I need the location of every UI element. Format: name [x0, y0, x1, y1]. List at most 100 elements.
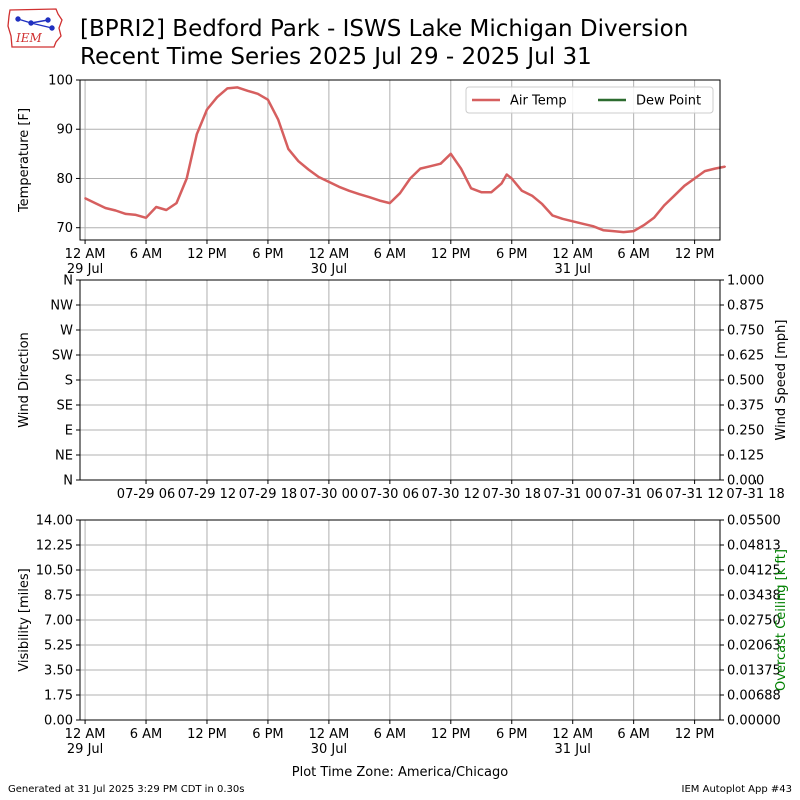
- x-tick-label: 07-29 18: [239, 487, 297, 502]
- y-right-tick-label: 0.875: [727, 299, 764, 314]
- y-tick-label: E: [65, 424, 73, 439]
- data-point: [368, 196, 371, 199]
- x-tick-label: 12 PM: [187, 247, 227, 262]
- y-tick-label: N: [63, 474, 73, 489]
- data-point: [663, 204, 665, 207]
- y-tick-label: SW: [52, 349, 73, 364]
- data-point: [114, 209, 117, 212]
- data-point: [632, 230, 635, 233]
- y-tick-label: NW: [50, 299, 73, 314]
- data-point: [338, 185, 340, 188]
- data-point: [145, 216, 147, 219]
- y-right-tick-label: 0.05500: [727, 514, 781, 529]
- data-point: [622, 231, 625, 234]
- data-point: [592, 225, 594, 228]
- data-point: [206, 108, 208, 111]
- data-point: [500, 182, 503, 185]
- data-point: [449, 152, 452, 155]
- y-tick-label: 14.00: [36, 514, 73, 529]
- data-point: [582, 222, 584, 225]
- y-axis-label: Wind Direction: [17, 332, 32, 428]
- data-point: [571, 220, 574, 223]
- data-point: [642, 224, 645, 227]
- x-tick-label: 12 PM: [187, 727, 227, 742]
- x-tick-label: 12 AM: [552, 727, 593, 742]
- x-tick-label: 12 AM: [65, 247, 106, 262]
- y-tick-label: 3.50: [44, 664, 73, 679]
- data-point: [195, 133, 198, 136]
- y-tick-label: 12.25: [36, 539, 73, 554]
- iowa-outline-icon: [7, 8, 63, 48]
- data-point: [429, 165, 432, 168]
- data-point: [439, 162, 442, 165]
- y-tick-label: 7.00: [44, 614, 73, 629]
- y-right-tick-label: 0.00688: [727, 689, 781, 704]
- x-tick-label: 07-30 18: [483, 487, 541, 502]
- data-point: [155, 206, 158, 208]
- data-point: [703, 170, 706, 173]
- data-point: [185, 177, 188, 180]
- data-point: [521, 189, 523, 192]
- data-point: [602, 229, 605, 232]
- x-tick-label: 6 AM: [374, 247, 407, 262]
- data-point: [673, 194, 676, 197]
- x-tick-date-label: 29 Jul: [67, 742, 103, 757]
- generated-note: Generated at 31 Jul 2025 3:29 PM CDT in …: [8, 784, 245, 795]
- y-tick-label: S: [65, 374, 73, 389]
- data-point: [287, 148, 290, 150]
- y-tick-label: 0.00: [44, 714, 73, 729]
- y-right-axis-label: Overcast Ceiling [k ft]: [774, 549, 789, 691]
- y-tick-label: 10.50: [36, 564, 73, 579]
- data-point: [135, 214, 137, 216]
- data-point: [317, 176, 320, 178]
- data-point: [714, 167, 716, 170]
- x-tick-label: 07-30 06: [361, 487, 419, 502]
- data-point: [348, 189, 351, 192]
- y-right-tick-label: 0.000: [727, 474, 764, 489]
- x-tick-label: 07-29 06: [117, 487, 175, 502]
- data-point: [409, 177, 412, 180]
- iem-logo: IEM: [7, 8, 63, 48]
- data-point: [388, 202, 391, 205]
- data-point: [561, 217, 564, 220]
- data-point: [470, 187, 472, 190]
- x-tick-date-label: 31 Jul: [555, 262, 591, 277]
- y-tick-label: N: [63, 274, 73, 289]
- y-tick-label: 80: [56, 172, 73, 187]
- data-point: [724, 165, 726, 168]
- data-point: [297, 160, 300, 163]
- x-tick-date-label: 29 Jul: [67, 262, 103, 277]
- y-right-tick-label: 0.02750: [727, 614, 781, 629]
- data-point: [94, 202, 97, 205]
- legend-box: [465, 86, 714, 114]
- y-right-tick-label: 0.03438: [727, 589, 781, 604]
- data-point: [226, 87, 229, 90]
- x-tick-label: 07-31 18: [726, 487, 784, 502]
- data-point: [124, 213, 127, 215]
- data-point: [531, 194, 533, 197]
- legend-label: Air Temp: [510, 94, 567, 109]
- x-tick-label: 6 AM: [617, 247, 650, 262]
- data-point: [378, 199, 381, 202]
- data-point: [328, 181, 330, 183]
- data-point: [419, 167, 422, 170]
- x-tick-label: 12 AM: [308, 727, 349, 742]
- y-tick-label: W: [60, 324, 73, 339]
- x-tick-label: 6 AM: [130, 727, 163, 742]
- x-tick-label: 12 AM: [65, 727, 106, 742]
- x-tick-date-label: 30 Jul: [311, 262, 347, 277]
- y-tick-label: 1.75: [44, 689, 73, 704]
- data-point: [480, 191, 483, 194]
- app-note: IEM Autoplot App #43: [681, 784, 792, 795]
- x-tick-date-label: 31 Jul: [555, 742, 591, 757]
- plot-frame: [79, 519, 721, 721]
- y-right-tick-label: 0.02063: [727, 639, 781, 654]
- data-point: [653, 216, 655, 219]
- x-tick-label: 12 PM: [675, 727, 715, 742]
- data-point: [277, 118, 279, 121]
- x-tick-label: 07-29 12: [178, 487, 236, 502]
- y-right-tick-label: 1.000: [727, 274, 764, 289]
- x-tick-label: 07-31 12: [665, 487, 723, 502]
- x-tick-label: 07-30 12: [422, 487, 480, 502]
